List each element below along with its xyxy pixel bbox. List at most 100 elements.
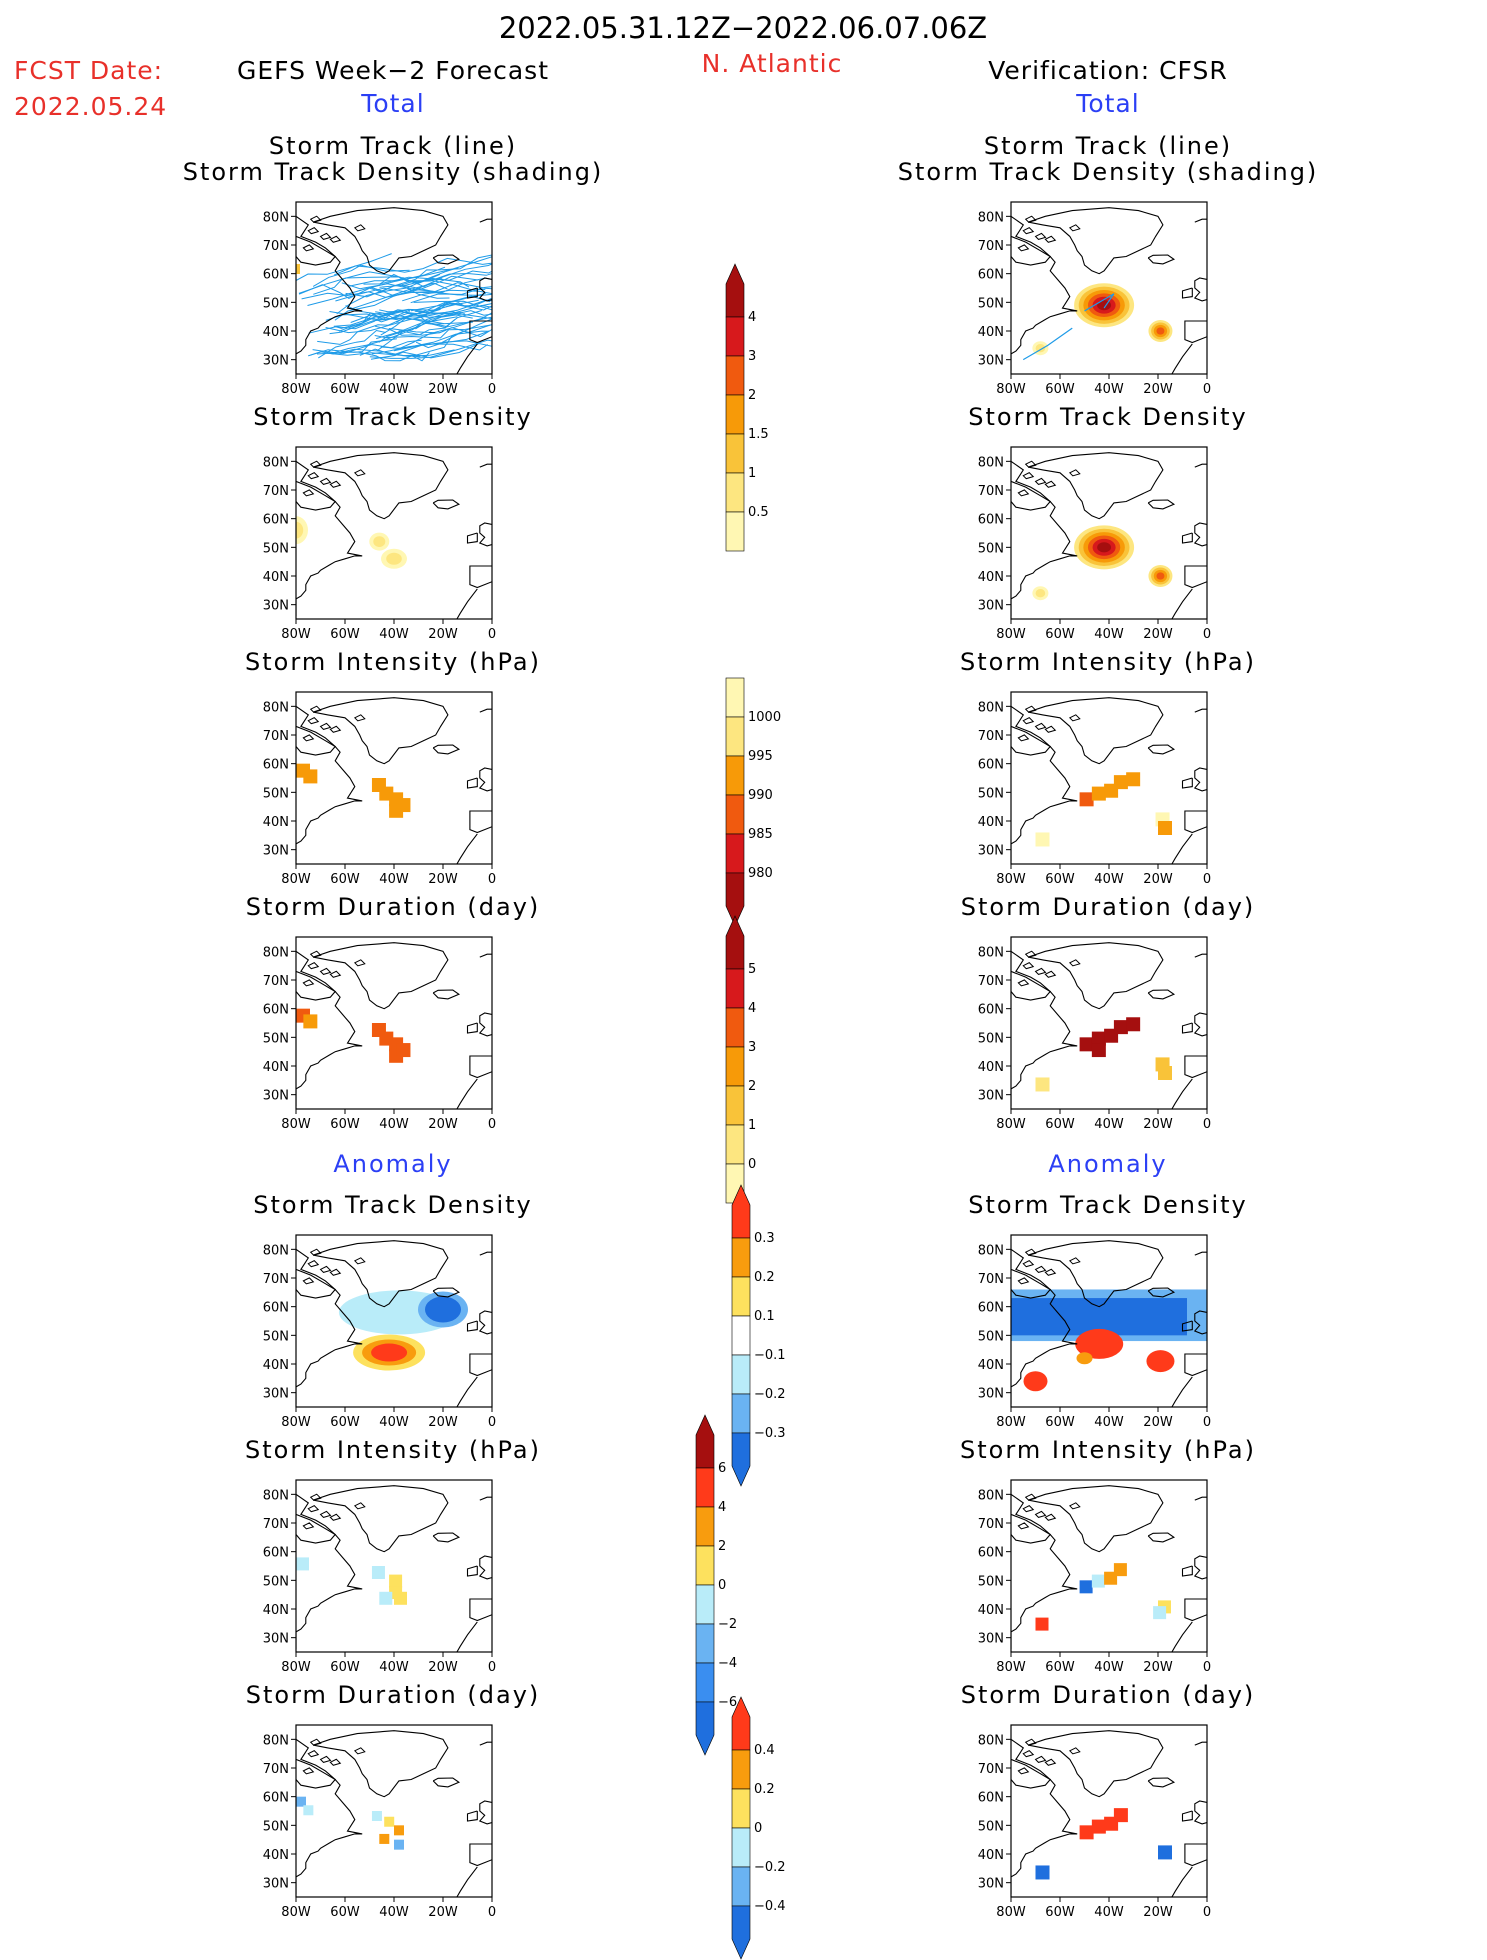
right-anom-intensity-map: 80N 70N 60N 50N 40N 30N 80W 60W 40W 20W 0: [978, 1479, 1211, 1675]
left-anomaly-heading: Anomaly: [333, 1150, 453, 1178]
island-outline: [1022, 1260, 1035, 1268]
lat-label: 60N: [263, 1003, 289, 1018]
lon-label: 60W: [1045, 382, 1075, 397]
lon-label: 40W: [379, 1117, 409, 1132]
colorbar-segment: [725, 316, 745, 357]
lon-label: 60W: [1045, 872, 1075, 887]
grid-cell: [396, 1043, 411, 1058]
coastline: [478, 277, 492, 302]
grid-cell: [1104, 1571, 1118, 1585]
anomaly-blob: [425, 1296, 461, 1323]
coastline: [1171, 833, 1193, 864]
coastline: [296, 705, 363, 862]
coastline: [478, 522, 492, 547]
coastline: [1184, 565, 1207, 589]
coastline: [432, 254, 461, 265]
lat-label: 60N: [263, 1301, 289, 1316]
coastline: [466, 287, 478, 299]
colorbar-label: 0.1: [754, 1309, 775, 1324]
colorbar-label: 2: [718, 1539, 726, 1554]
lat-label: 80N: [978, 1733, 1004, 1748]
lat-label: 50N: [978, 1574, 1004, 1589]
lat-label: 50N: [978, 1819, 1004, 1834]
grid-cell: [1079, 1825, 1094, 1840]
lon-label: 40W: [379, 1905, 409, 1920]
coastline: [1147, 1532, 1176, 1543]
colorbar-segment: [725, 472, 745, 513]
lat-label: 70N: [978, 239, 1004, 254]
coastline: [1011, 235, 1052, 266]
coastline: [456, 1866, 478, 1897]
island-outline: [309, 215, 322, 223]
lat-label: 60N: [978, 758, 1004, 773]
island-outline: [1024, 950, 1037, 958]
storm-track-line: [415, 304, 492, 330]
coastline: [466, 1810, 478, 1822]
lat-label: 40N: [978, 570, 1004, 585]
island-outline: [329, 1513, 342, 1521]
coastline: [1184, 1353, 1207, 1377]
lon-label: 20W: [1143, 1660, 1173, 1675]
coastline: [1171, 1376, 1193, 1407]
lon-label: 20W: [1143, 382, 1173, 397]
grid-cell: [1035, 832, 1050, 847]
lat-label: 80N: [263, 1488, 289, 1503]
lon-label: 40W: [1094, 1117, 1124, 1132]
island-outline: [1044, 1758, 1057, 1766]
colorbar-label: 0.4: [754, 1743, 775, 1758]
coastline: [1027, 942, 1164, 1010]
left-track-density-shading-title: Storm Track Density (shading): [182, 158, 604, 186]
colorbar-segment: [695, 1545, 715, 1586]
left-density-map: 80N 70N 60N 50N 40N 30N 80W 60W 40W 20W 0: [263, 446, 496, 642]
coastline: [1011, 1493, 1078, 1650]
grid-cell: [371, 1566, 385, 1579]
grid-cell: [394, 1825, 404, 1836]
island-outline: [353, 1502, 366, 1510]
colorbar-label: −6: [718, 1695, 737, 1710]
lon-label: 80W: [996, 1660, 1026, 1675]
island-outline: [1017, 734, 1030, 742]
colorbar-segment: [725, 1007, 745, 1048]
lat-label: 70N: [263, 1517, 289, 1532]
island-outline: [302, 489, 315, 497]
coastline: [312, 1240, 449, 1308]
colorbar-segment: [731, 1315, 751, 1356]
right-anom-duration-title: Storm Duration (day): [960, 1681, 1256, 1709]
island-outline: [309, 1493, 322, 1501]
colorbar-segment: [731, 1827, 751, 1868]
grid-cell: [384, 1816, 395, 1827]
map-frame: [295, 936, 493, 1110]
coastline: [432, 499, 461, 510]
island-outline: [309, 950, 322, 958]
lat-label: 40N: [978, 815, 1004, 830]
density-blob: [1035, 344, 1046, 353]
island-outline: [307, 962, 320, 970]
colorbar-density: 4 3 2 1.5 1 0.5: [725, 263, 769, 552]
map-frame: [295, 691, 493, 865]
lat-label: 30N: [263, 1387, 289, 1402]
storm-track-line: [298, 276, 433, 294]
lon-label: 80W: [281, 382, 311, 397]
right-title: Verification: CFSR: [988, 56, 1228, 85]
lon-label: 0: [488, 1660, 496, 1675]
colorbar-segment: [725, 433, 745, 474]
grid-cell: [389, 1574, 403, 1588]
coastline: [296, 1493, 363, 1650]
colorbar-segment: [725, 394, 745, 435]
colorbar-segment: [725, 1085, 745, 1126]
colorbar-label: −4: [718, 1656, 737, 1671]
storm-track-line: [380, 301, 492, 336]
coastline: [1181, 1022, 1193, 1034]
coastline: [1181, 777, 1193, 789]
lat-label: 70N: [978, 1517, 1004, 1532]
right-duration-title: Storm Duration (day): [960, 893, 1256, 921]
lon-label: 0: [488, 872, 496, 887]
colorbar-label: 1000: [748, 710, 781, 725]
grid-cell: [1113, 1563, 1127, 1577]
lon-label: 80W: [996, 382, 1026, 397]
island-outline: [319, 967, 332, 975]
grid-cell: [379, 1833, 390, 1844]
coastline: [312, 452, 449, 520]
lon-label: 20W: [428, 872, 458, 887]
coastline: [296, 460, 363, 617]
